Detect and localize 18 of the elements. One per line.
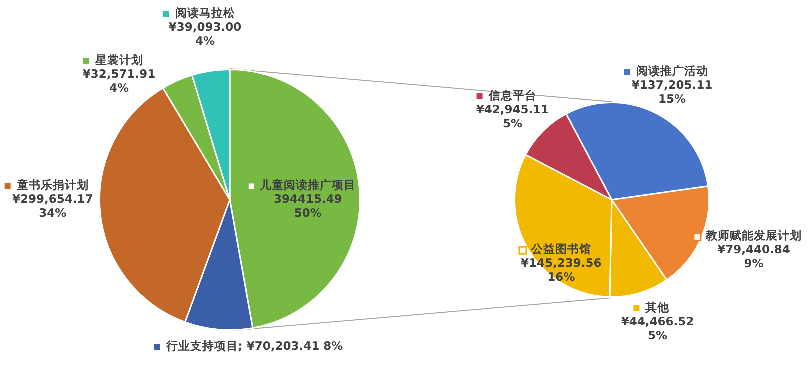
data-label: ¥39,093.00 4% [168,20,242,48]
legend-label: 信息平台 [488,88,537,103]
legend-label: 童书乐捐计划 [16,178,89,192]
data-label: ¥42,945.11 5% [476,102,550,131]
data-label: ¥79,440.84 9% [718,242,790,271]
data-label: ¥299,654.17 34% [12,192,94,220]
data-label: ¥44,466.52 5% [621,314,694,343]
legend-label: 公益图书馆 [530,242,592,256]
data-label: 394415.49 50% [274,192,342,220]
data-label: ¥32,571.91 4% [82,66,156,95]
legend-label: 阅读马拉松 [175,6,236,20]
data-label: ¥137,205.11 15% [632,78,713,106]
legend-label: 其他 [644,300,671,315]
legend-label: 儿童阅读推广项目 [259,178,356,192]
legend-label: 阅读推广活动 [636,64,708,78]
legend-label: 教师赋能发展计划 [704,228,802,243]
legend-label: 星裳计划 [94,52,144,67]
legend-label: 行业支持项目; ¥70,203.41 8% [165,339,344,354]
